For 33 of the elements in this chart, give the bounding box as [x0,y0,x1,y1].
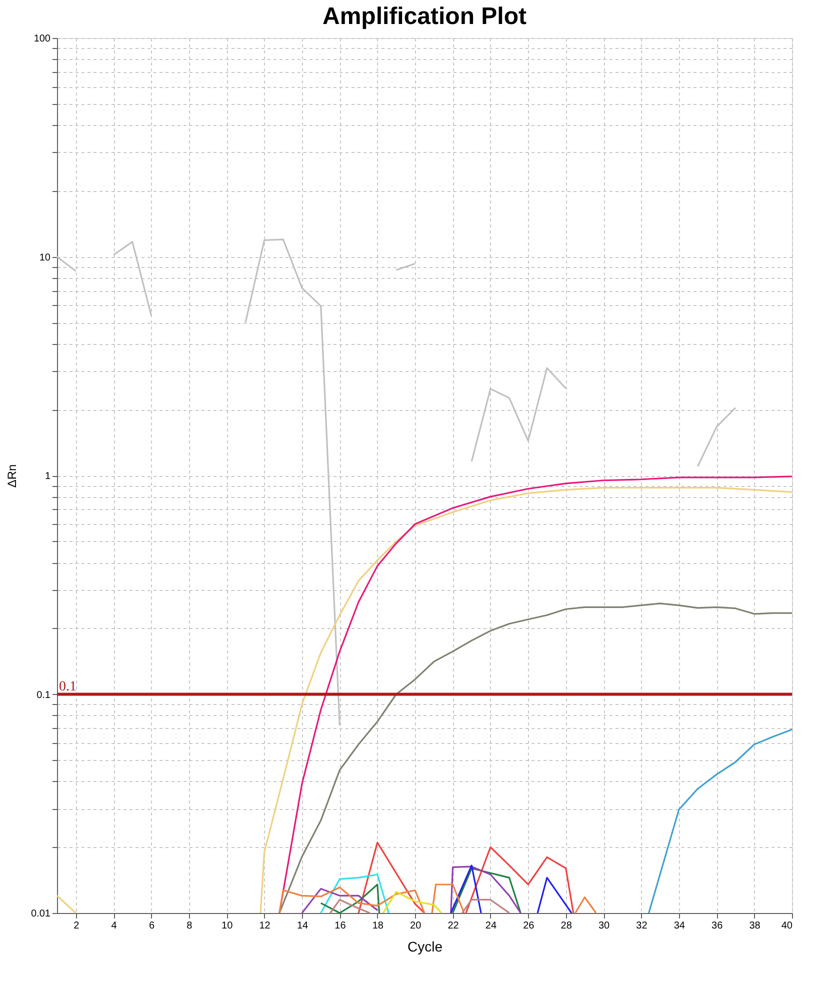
x-tick-label: 2 [74,920,80,932]
x-tick-label: 4 [111,920,118,932]
x-tick-label: 18 [372,920,384,932]
y-tick-label: 1 [44,471,51,482]
y-tick-label: 0.1 [36,690,51,701]
x-axis-title: Cycle [407,938,443,954]
line-series [382,891,442,914]
x-tick-label: 28 [560,920,572,932]
x-tick-label: 30 [598,920,610,932]
x-tick-label: 20 [410,920,422,932]
x-tick-label: 6 [148,920,155,932]
line-series [320,874,390,914]
x-tick-label: 34 [674,920,686,932]
chart-title: Amplification Plot [322,3,527,30]
x-tick-label: 36 [712,920,724,932]
line-series [278,602,793,914]
x-tick-label: 14 [296,920,308,932]
ref-line-label: 0.1 [59,679,76,694]
x-tick-label: 12 [259,920,271,932]
x-tick-label: 10 [222,920,234,932]
x-tick-label: 22 [448,920,460,932]
y-tick-label: 0.01 [31,908,51,920]
x-tick-label: 40 [781,920,793,932]
x-tick-label: 38 [749,920,761,932]
y-tick-label: 100 [34,34,51,44]
x-tick-label: 8 [186,920,193,932]
line-series [648,728,793,914]
x-tick-label: 24 [485,920,497,932]
y-tick-label: 10 [39,252,51,264]
y-axis-title: ΔRn [5,464,20,488]
x-tick-label: 32 [636,920,648,932]
x-tick-label: 16 [334,920,346,932]
x-tick-label: 26 [523,920,535,932]
